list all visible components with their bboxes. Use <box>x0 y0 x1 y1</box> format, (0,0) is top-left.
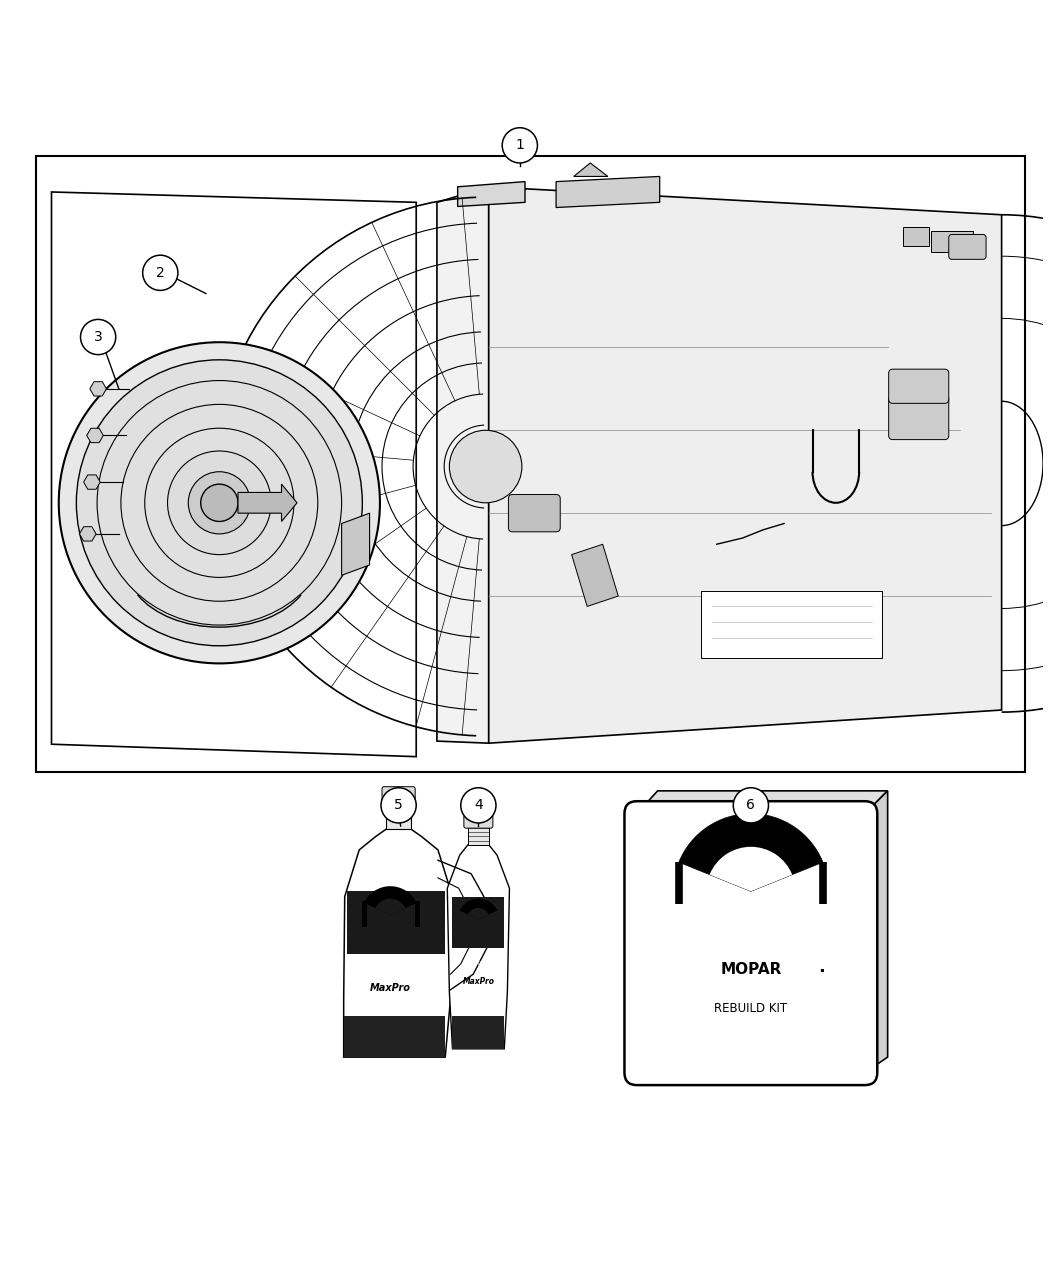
Circle shape <box>201 484 238 521</box>
Text: REBUILD KIT: REBUILD KIT <box>714 1002 788 1015</box>
FancyBboxPatch shape <box>903 227 929 246</box>
FancyBboxPatch shape <box>453 896 504 949</box>
Circle shape <box>168 451 271 555</box>
Polygon shape <box>637 790 887 813</box>
Circle shape <box>59 342 380 663</box>
Polygon shape <box>573 163 608 176</box>
Polygon shape <box>80 527 96 541</box>
Circle shape <box>381 788 416 822</box>
Circle shape <box>733 788 769 822</box>
Polygon shape <box>341 513 370 575</box>
Wedge shape <box>710 847 792 891</box>
Text: MaxPro: MaxPro <box>370 983 411 993</box>
Wedge shape <box>364 886 417 915</box>
Text: mopar: mopar <box>470 960 486 965</box>
FancyBboxPatch shape <box>625 801 878 1085</box>
Polygon shape <box>343 829 453 1057</box>
Polygon shape <box>90 381 106 397</box>
Circle shape <box>77 360 362 646</box>
FancyBboxPatch shape <box>386 803 411 829</box>
Circle shape <box>502 128 538 163</box>
FancyBboxPatch shape <box>453 1016 504 1049</box>
FancyBboxPatch shape <box>508 495 561 532</box>
Wedge shape <box>468 908 488 919</box>
Circle shape <box>81 320 116 354</box>
Polygon shape <box>51 193 416 756</box>
Polygon shape <box>238 484 297 521</box>
Polygon shape <box>84 474 100 490</box>
FancyBboxPatch shape <box>701 590 882 658</box>
Circle shape <box>188 472 251 534</box>
Text: 3: 3 <box>93 330 103 344</box>
Wedge shape <box>678 813 823 891</box>
Bar <box>36 156 1026 773</box>
Text: MaxPro: MaxPro <box>462 977 495 986</box>
FancyBboxPatch shape <box>346 891 445 954</box>
Text: 5: 5 <box>394 798 403 812</box>
FancyBboxPatch shape <box>343 1016 445 1057</box>
FancyBboxPatch shape <box>464 812 492 829</box>
Text: MOPAR: MOPAR <box>720 961 781 977</box>
FancyBboxPatch shape <box>468 826 488 845</box>
FancyBboxPatch shape <box>888 395 949 440</box>
Polygon shape <box>865 790 887 1072</box>
Circle shape <box>449 430 522 502</box>
FancyBboxPatch shape <box>888 370 949 403</box>
Circle shape <box>143 255 177 291</box>
Polygon shape <box>488 187 1002 743</box>
FancyBboxPatch shape <box>931 231 972 252</box>
Polygon shape <box>87 428 103 442</box>
Polygon shape <box>458 181 525 207</box>
Polygon shape <box>571 544 618 607</box>
Polygon shape <box>437 187 488 743</box>
Text: 4: 4 <box>474 798 483 812</box>
Polygon shape <box>447 845 509 1049</box>
Wedge shape <box>460 899 497 919</box>
Polygon shape <box>556 176 659 208</box>
Text: mopar: mopar <box>380 966 400 972</box>
Circle shape <box>461 788 496 822</box>
Text: 6: 6 <box>747 798 755 812</box>
Text: 1: 1 <box>516 139 524 152</box>
FancyBboxPatch shape <box>949 235 986 259</box>
Text: .: . <box>818 958 824 975</box>
FancyBboxPatch shape <box>382 787 415 806</box>
Wedge shape <box>375 899 405 915</box>
Text: 2: 2 <box>155 265 165 279</box>
